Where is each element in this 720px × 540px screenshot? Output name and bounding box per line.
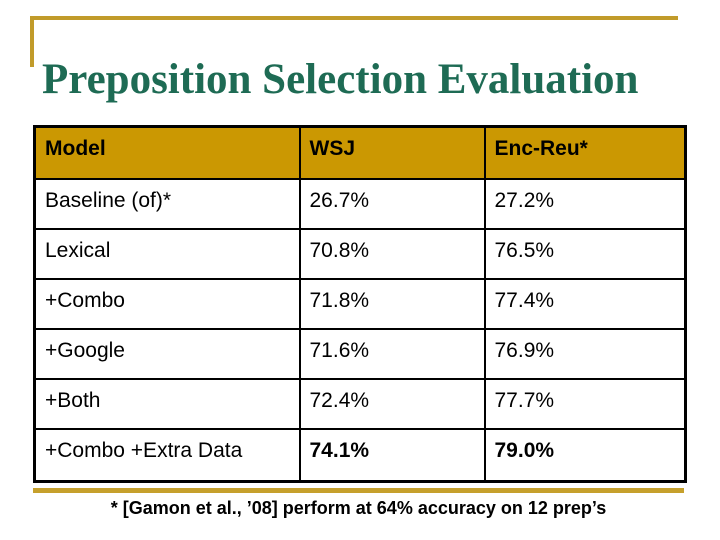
table-header-row: Model WSJ Enc-Reu* [33, 125, 687, 180]
cell-enc-reu: 77.4% [483, 277, 687, 330]
cell-enc-reu: 77.7% [483, 377, 687, 430]
cell-enc-reu: 27.2% [483, 177, 687, 230]
cell-wsj: 71.6% [298, 327, 486, 380]
cell-model: Baseline (of)* [33, 177, 301, 230]
column-header-wsj: WSJ [298, 125, 486, 180]
cell-wsj: 26.7% [298, 177, 486, 230]
cell-model: Lexical [33, 227, 301, 280]
cell-model: +Google [33, 327, 301, 380]
table-row-combo-extra-data: +Combo +Extra Data 74.1% 79.0% [33, 427, 687, 483]
results-table: Model WSJ Enc-Reu* Baseline (of)* 26.7% … [33, 125, 687, 483]
cell-enc-reu-best: 79.0% [483, 427, 687, 483]
table-row-baseline: Baseline (of)* 26.7% 27.2% [33, 177, 687, 230]
cell-model: +Both [33, 377, 301, 430]
title-accent-bar-left [30, 16, 34, 67]
table-row-both: +Both 72.4% 77.7% [33, 377, 687, 430]
table-row-google: +Google 71.6% 76.9% [33, 327, 687, 380]
cell-enc-reu: 76.5% [483, 227, 687, 280]
table-underline-gold [33, 488, 684, 493]
title-accent-line-top [30, 16, 678, 20]
cell-wsj-best: 74.1% [298, 427, 486, 483]
cell-model: +Combo [33, 277, 301, 330]
table-row-combo: +Combo 71.8% 77.4% [33, 277, 687, 330]
footnote: * [Gamon et al., ’08] perform at 64% acc… [110, 498, 607, 518]
cell-wsj: 70.8% [298, 227, 486, 280]
cell-model: +Combo +Extra Data [33, 427, 301, 483]
column-header-model: Model [33, 125, 301, 180]
slide-title: Preposition Selection Evaluation [42, 55, 639, 103]
cell-wsj: 72.4% [298, 377, 486, 430]
column-header-enc-reu: Enc-Reu* [483, 125, 687, 180]
cell-enc-reu: 76.9% [483, 327, 687, 380]
table-row-lexical: Lexical 70.8% 76.5% [33, 227, 687, 280]
cell-wsj: 71.8% [298, 277, 486, 330]
